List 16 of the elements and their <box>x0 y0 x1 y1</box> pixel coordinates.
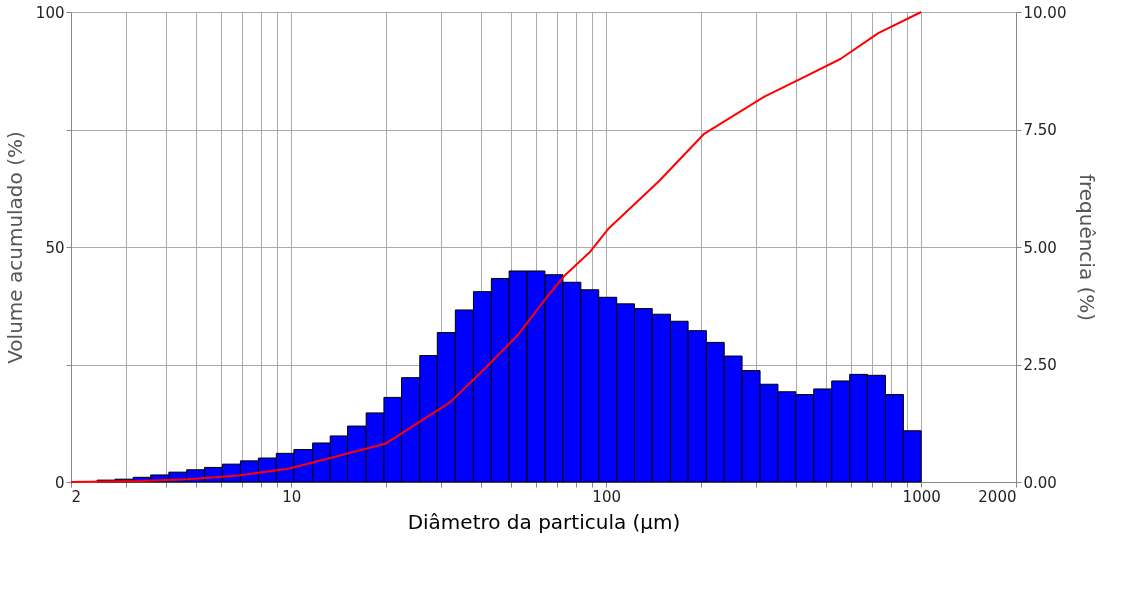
x-tick-label: 100 <box>592 487 621 506</box>
y2-axis-title: frequência (%) <box>1075 173 1100 322</box>
y2-tick-label: 10.00 <box>1023 3 1067 22</box>
x-tick-label: 2000 <box>978 487 1017 506</box>
y-tick-label: 100 <box>35 3 65 22</box>
y2-tick-label: 0.00 <box>1023 473 1057 492</box>
y2-tick-label: 5.00 <box>1023 238 1057 257</box>
y-tick-label: 0 <box>54 473 65 492</box>
x-tick-label: 10 <box>282 487 302 506</box>
y2-tick-label: 7.50 <box>1023 121 1057 139</box>
x-tick-label: 2 <box>71 487 82 506</box>
y-tick-label: 50 <box>45 238 65 257</box>
y-axis-title: Volume acumulado (%) <box>2 131 27 364</box>
x-axis-title: Diâmetro da particula (μm) <box>407 509 681 534</box>
y2-tick-label: 2.50 <box>1023 356 1057 374</box>
x-tick-label: 1000 <box>902 487 941 506</box>
